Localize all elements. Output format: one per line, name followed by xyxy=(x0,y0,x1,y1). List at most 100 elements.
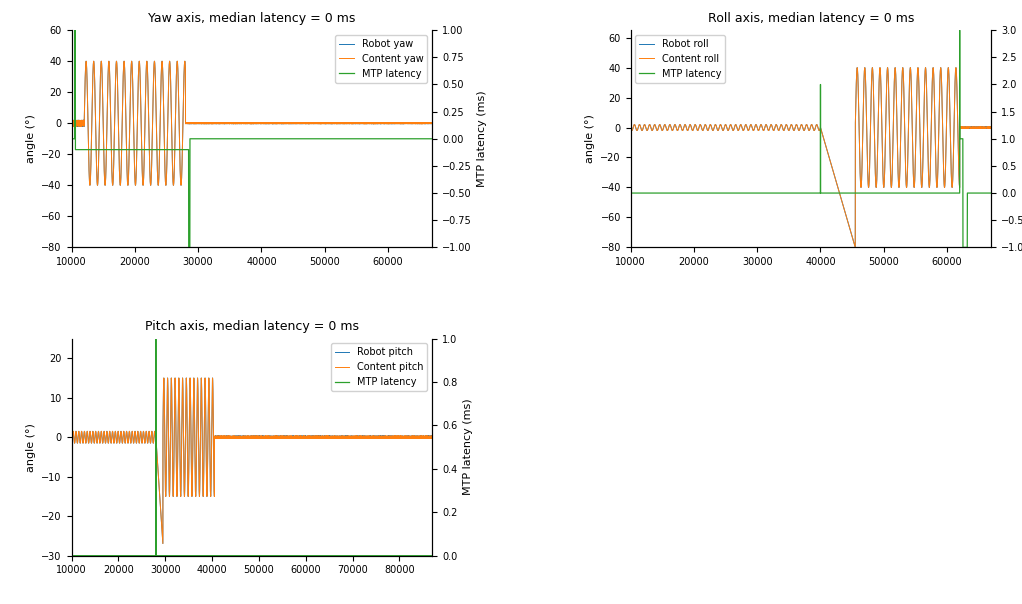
MTP latency xyxy=(632,190,644,197)
MTP latency xyxy=(73,146,85,153)
Content yaw xyxy=(170,121,182,129)
MTP latency xyxy=(63,552,76,559)
Robot pitch xyxy=(157,374,170,382)
Robot roll xyxy=(662,125,675,132)
Title: Pitch axis, median latency = 0 ms: Pitch axis, median latency = 0 ms xyxy=(145,320,359,333)
Robot pitch xyxy=(38,433,50,440)
Content roll xyxy=(664,122,677,129)
Content pitch xyxy=(38,433,50,440)
Content yaw xyxy=(73,119,85,126)
MTP latency xyxy=(957,244,969,251)
Robot roll xyxy=(661,127,673,134)
MTP latency xyxy=(103,146,115,153)
Content roll xyxy=(662,125,675,132)
Title: Yaw axis, median latency = 0 ms: Yaw axis, median latency = 0 ms xyxy=(148,12,356,25)
Y-axis label: angle (°): angle (°) xyxy=(26,423,36,472)
Line: Robot roll: Robot roll xyxy=(567,68,1011,247)
Robot pitch xyxy=(401,434,413,441)
Robot yaw xyxy=(102,63,114,71)
MTP latency xyxy=(729,190,741,197)
MTP latency xyxy=(18,552,31,559)
MTP latency xyxy=(962,190,974,197)
Content roll xyxy=(661,127,673,134)
Content roll xyxy=(561,124,573,131)
Content pitch xyxy=(440,434,453,441)
MTP latency xyxy=(38,552,50,559)
Content roll xyxy=(962,124,974,132)
Content pitch xyxy=(156,540,169,547)
Content yaw xyxy=(84,182,96,189)
MTP latency xyxy=(561,190,573,197)
MTP latency xyxy=(954,27,966,34)
Line: MTP latency: MTP latency xyxy=(8,30,451,248)
Content yaw xyxy=(80,57,92,65)
Y-axis label: MTP latency (ms): MTP latency (ms) xyxy=(477,91,487,187)
Robot yaw xyxy=(402,120,414,127)
Robot yaw xyxy=(2,120,14,127)
Content pitch xyxy=(303,434,315,441)
Line: MTP latency: MTP latency xyxy=(567,30,1011,248)
Content roll xyxy=(729,124,741,132)
Content roll xyxy=(632,126,644,133)
Line: MTP latency: MTP latency xyxy=(25,338,447,556)
MTP latency xyxy=(294,552,307,559)
Robot yaw xyxy=(105,156,118,163)
Robot roll xyxy=(664,122,677,129)
Robot pitch xyxy=(63,433,76,440)
Line: Robot pitch: Robot pitch xyxy=(25,378,447,544)
MTP latency xyxy=(53,552,65,559)
Robot roll xyxy=(561,124,573,131)
Content roll xyxy=(1005,124,1017,132)
Line: Content pitch: Content pitch xyxy=(25,378,447,544)
Robot yaw xyxy=(73,117,85,124)
MTP latency xyxy=(183,244,195,251)
Legend: Robot pitch, Content pitch, MTP latency: Robot pitch, Content pitch, MTP latency xyxy=(331,344,427,391)
MTP latency xyxy=(445,135,457,143)
Content yaw xyxy=(105,156,118,163)
Robot yaw xyxy=(445,120,457,127)
Title: Roll axis, median latency = 0 ms: Roll axis, median latency = 0 ms xyxy=(708,12,914,25)
Robot roll xyxy=(632,126,644,133)
Robot roll xyxy=(729,124,741,132)
Robot pitch xyxy=(294,434,307,442)
Content pitch xyxy=(157,374,170,382)
Content yaw xyxy=(2,118,14,126)
Robot yaw xyxy=(84,182,96,189)
Content yaw xyxy=(103,62,115,69)
Content pitch xyxy=(401,434,413,441)
Content roll xyxy=(851,64,864,71)
Line: Content roll: Content roll xyxy=(567,68,1011,247)
MTP latency xyxy=(105,146,118,153)
Legend: Robot roll, Content roll, MTP latency: Robot roll, Content roll, MTP latency xyxy=(636,35,726,83)
Y-axis label: MTP latency (ms): MTP latency (ms) xyxy=(463,399,473,495)
Robot pitch xyxy=(53,428,65,435)
Content pitch xyxy=(294,432,307,440)
Robot yaw xyxy=(80,57,92,65)
MTP latency xyxy=(68,27,81,34)
Content pitch xyxy=(18,434,31,441)
Robot roll xyxy=(851,64,864,71)
Content yaw xyxy=(102,63,114,71)
Content roll xyxy=(849,243,862,251)
MTP latency xyxy=(102,146,114,153)
MTP latency xyxy=(401,552,413,559)
Content yaw xyxy=(402,120,414,127)
Robot pitch xyxy=(156,540,169,547)
MTP latency xyxy=(402,135,414,143)
MTP latency xyxy=(661,190,673,197)
Y-axis label: angle (°): angle (°) xyxy=(585,114,595,163)
Content yaw xyxy=(445,120,457,127)
MTP latency xyxy=(303,552,315,559)
Robot roll xyxy=(849,243,862,251)
Y-axis label: angle (°): angle (°) xyxy=(26,114,36,163)
Robot yaw xyxy=(103,62,115,69)
Content pitch xyxy=(53,428,65,435)
Robot roll xyxy=(1005,124,1017,132)
MTP latency xyxy=(664,190,677,197)
Robot pitch xyxy=(440,434,453,442)
MTP latency xyxy=(1005,190,1017,197)
Robot yaw xyxy=(170,121,182,129)
Robot pitch xyxy=(18,434,31,441)
MTP latency xyxy=(440,552,453,559)
Line: Content yaw: Content yaw xyxy=(8,61,451,185)
